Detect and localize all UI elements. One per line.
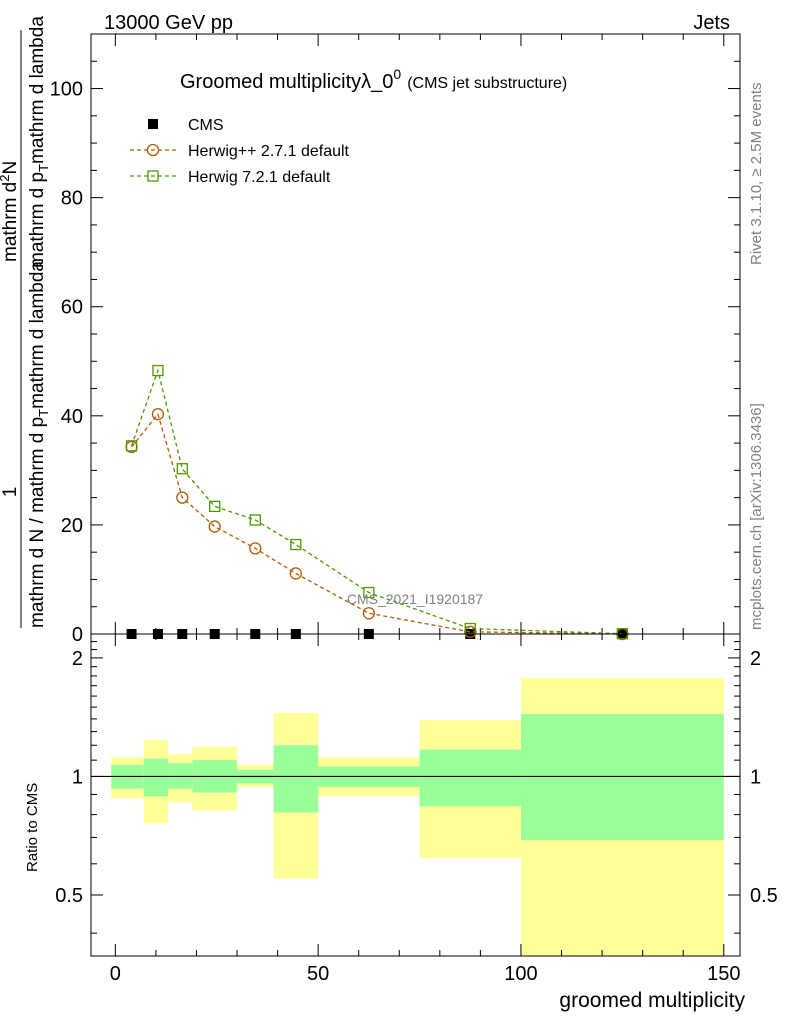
main-y-tick-label: 80 — [61, 188, 83, 210]
plot-title-main: Groomed multiplicityλ_0 — [180, 71, 393, 93]
header-left: 13000 GeV pp — [104, 12, 233, 34]
plot-title: Groomed multiplicityλ_00 (CMS jet substru… — [180, 66, 567, 93]
herwig7-point — [363, 586, 375, 599]
ratio-y-tick-label-right: 0.5 — [750, 885, 778, 907]
herwigpp-point — [151, 408, 165, 421]
legend-marker-cms — [148, 119, 158, 129]
plot-title-sub: (CMS jet substructure) — [407, 75, 567, 92]
legend-label-herwig7: Herwig 7.2.1 default — [188, 169, 331, 186]
ratio-band-inner-1 — [143, 758, 169, 797]
ratio-frame — [90, 633, 741, 957]
plot-title-sup: 0 — [393, 66, 401, 82]
herwigpp-point — [249, 542, 262, 555]
legend-marker-herwigpp — [146, 143, 160, 157]
legend-label-herwigpp: Herwig++ 2.7.1 default — [188, 143, 350, 160]
herwigpp-point — [208, 520, 221, 533]
main-y-tick-label: 100 — [50, 79, 83, 101]
ratio-panel: 0 50 100 150 0.5 0.5 1 1 2 2 — [55, 634, 778, 985]
main-y-tick-label: 40 — [61, 406, 83, 428]
rivet-label: Rivet 3.1.10, ≥ 2.5M events — [748, 83, 765, 266]
legend-marker-herwig7 — [147, 170, 159, 182]
herwig7-point — [176, 463, 188, 475]
ylabel-fraction-bottom-sub: T — [36, 164, 51, 172]
ratio-y-tick-label-right: 2 — [750, 648, 761, 670]
ratio-band-inner-7 — [419, 749, 521, 807]
ratio-y-tick-label: 2 — [72, 648, 83, 670]
ratio-y-tick-label-right: 1 — [750, 766, 761, 788]
ylabel-denominator-sub: T — [36, 409, 51, 417]
herwigpp-point — [176, 491, 189, 504]
herwigpp-point — [362, 607, 376, 620]
herwig7-point — [209, 500, 221, 513]
ylabel-numerator: 1 — [0, 487, 21, 498]
herwig7-point — [249, 514, 261, 526]
watermark: CMS_2021_I1920187 — [347, 591, 483, 607]
ratio-x-tick-label: 150 — [707, 963, 740, 985]
x-axis-label: groomed multiplicity — [559, 989, 745, 1012]
series-line-2 — [130, 368, 623, 635]
ylabel-denominator: mathrm d N / mathrm d pTmathrm d lambda — [27, 261, 51, 628]
header-right: Jets — [693, 12, 730, 34]
ylabel-fraction-bottom-rest: mathrm d lambda — [27, 16, 48, 164]
legend-label-cms: CMS — [188, 117, 224, 134]
ratio-ylabel: Ratio to CMS — [24, 783, 41, 872]
herwig7-point — [152, 364, 164, 377]
herwig7-point — [290, 538, 302, 551]
legend: CMS Herwig++ 2.7.1 default Herwig 7.2.1 … — [130, 117, 350, 186]
ylabel-fraction-top-main: mathrm d — [0, 182, 21, 262]
ylabel-fraction-bottom: mathrm d pTmathrm d lambda — [27, 16, 51, 268]
ratio-x-tick-label: 0 — [110, 963, 121, 985]
ratio-x-tick-label: 100 — [504, 963, 537, 985]
ratio-x-tick-label: 50 — [307, 963, 329, 985]
ratio-error-bands — [111, 677, 724, 956]
main-y-tick-label: 20 — [61, 515, 83, 537]
mcplots-label: mcplots.cern.ch [arXiv:1306.3436] — [748, 403, 765, 630]
ratio-y-tick-label: 0.5 — [55, 885, 83, 907]
main-ylabel: 1 mathrm d N / mathrm d pTmathrm d lambd… — [0, 16, 51, 628]
herwigpp-point — [289, 567, 302, 580]
ratio-y-tick-label: 1 — [72, 766, 83, 788]
ylabel-denominator-rest: mathrm d lambda — [27, 261, 48, 409]
herwig7-point — [125, 440, 138, 452]
ratio-band-inner-5 — [273, 745, 319, 813]
ylabel-fraction-bottom-main: mathrm d p — [27, 172, 48, 268]
ylabel-fraction-top: mathrm d2N — [0, 161, 21, 262]
ylabel-fraction-top-rest: N — [0, 161, 21, 175]
main-y-tick-label: 0 — [72, 624, 83, 646]
ylabel-fraction-top-sup: 2 — [0, 175, 12, 182]
ylabel-denominator-main: mathrm d N / mathrm d p — [27, 417, 48, 628]
main-y-tick-label: 60 — [61, 297, 83, 319]
series-line-1 — [131, 412, 623, 635]
